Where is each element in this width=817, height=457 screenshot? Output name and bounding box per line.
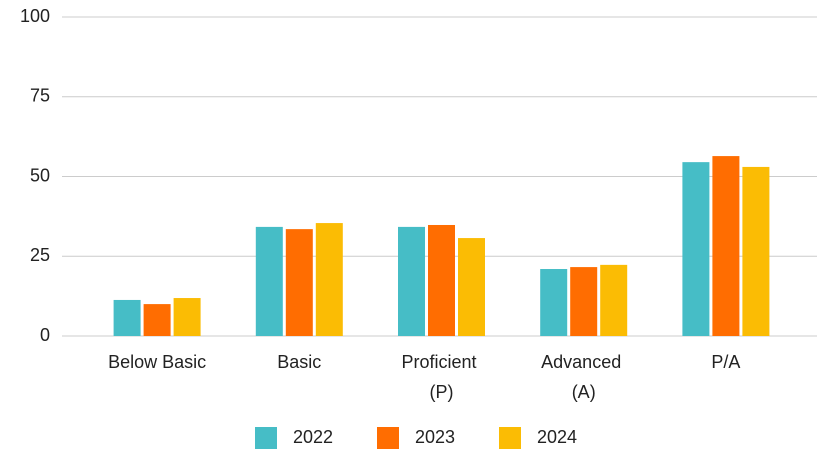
bar: [428, 224, 455, 336]
y-tick-label: 25: [30, 245, 50, 265]
bar: [600, 264, 628, 336]
bar: [742, 166, 770, 336]
x-tick-label: Proficient (P): [401, 352, 481, 402]
y-tick-label: 50: [30, 165, 50, 185]
x-tick-label: P/A: [711, 352, 740, 372]
y-tick-label: 100: [20, 6, 50, 26]
legend-label: 2023: [415, 427, 455, 447]
bar: [458, 238, 485, 336]
legend-label: 2024: [537, 427, 577, 447]
bar: [315, 223, 343, 336]
x-tick-label: Advanced (A): [541, 352, 626, 402]
legend-label: 2022: [293, 427, 333, 447]
legend-swatch: [499, 427, 521, 449]
bar: [682, 162, 710, 336]
bar: [570, 267, 598, 336]
bar: [540, 269, 568, 336]
x-tick-label: Basic: [277, 352, 321, 372]
bar: [143, 304, 171, 336]
bar: [173, 298, 201, 336]
x-tick-label: Below Basic: [108, 352, 206, 372]
y-tick-label: 0: [40, 325, 50, 345]
bar: [398, 226, 425, 336]
bar: [285, 229, 313, 336]
bar: [255, 226, 283, 336]
bar: [712, 156, 740, 336]
y-tick-label: 75: [30, 86, 50, 106]
legend-swatch: [255, 427, 277, 449]
bar: [113, 299, 141, 336]
legend-swatch: [377, 427, 399, 449]
